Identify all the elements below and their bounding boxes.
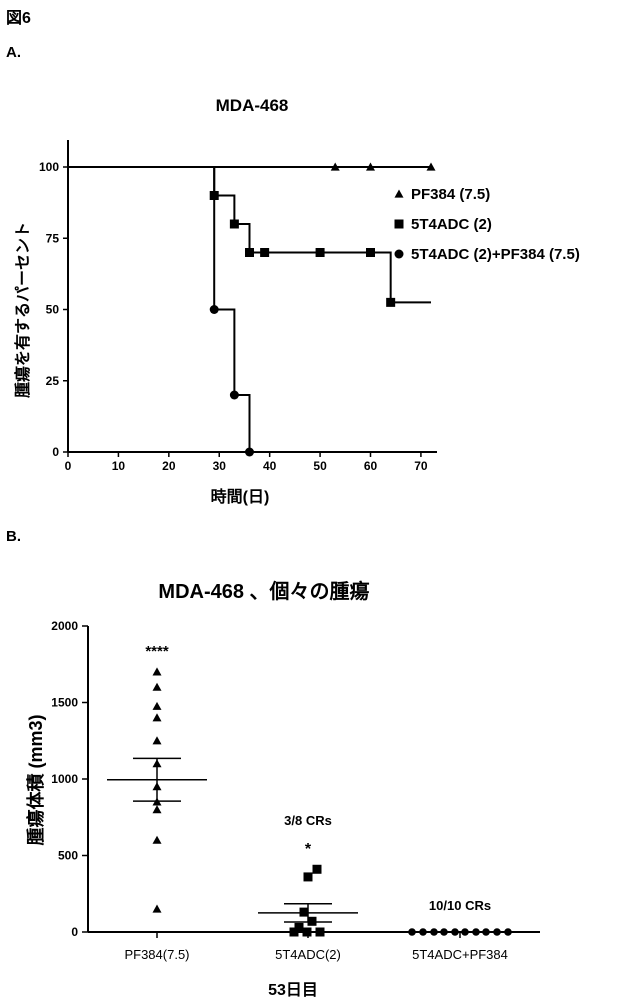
survival-x-tick-label: 10 <box>112 459 126 473</box>
survival-point-circle <box>210 305 219 314</box>
tumor-point-circle <box>440 928 448 936</box>
survival-point-square <box>260 248 269 257</box>
panel-b-label: B. <box>6 528 21 545</box>
tumor-point-square <box>313 865 322 874</box>
tumor-volume-chart-title: MDA-468 、個々の腫瘍 <box>158 579 369 603</box>
tumor-y-tick-label: 1500 <box>51 696 78 710</box>
tumor-volume-x-axis-label: 53日目 <box>268 981 318 999</box>
tumor-point-circle <box>472 928 480 936</box>
tumor-point-circle <box>482 928 490 936</box>
tumor-group-annotation: 10/10 CRs <box>429 898 491 913</box>
survival-y-tick-label: 0 <box>52 445 59 459</box>
survival-point-square <box>316 248 325 257</box>
survival-x-tick-label: 0 <box>65 459 72 473</box>
legend-marker-square <box>395 220 404 229</box>
tumor-point-triangle <box>153 702 162 710</box>
legend-label: 5T4ADC (2)+PF384 (7.5) <box>411 246 580 263</box>
survival-x-tick-label: 60 <box>364 459 378 473</box>
tumor-point-circle <box>430 928 438 936</box>
tumor-point-circle <box>461 928 469 936</box>
tumor-point-triangle <box>153 736 162 744</box>
survival-x-tick-label: 50 <box>313 459 327 473</box>
tumor-group-annotation: 3/8 CRs <box>284 813 332 828</box>
survival-x-tick-label: 70 <box>414 459 428 473</box>
tumor-point-circle <box>451 928 459 936</box>
tumor-x-tick-label: 5T4ADC+PF384 <box>412 947 508 962</box>
survival-y-tick-label: 50 <box>46 303 60 317</box>
survival-series-line-1 <box>68 167 431 302</box>
survival-point-circle <box>230 391 239 400</box>
tumor-point-square <box>304 872 313 881</box>
survival-y-tick-label: 100 <box>39 160 59 174</box>
survival-point-square <box>230 220 239 229</box>
tumor-point-triangle <box>153 713 162 721</box>
tumor-point-square <box>303 928 312 937</box>
survival-chart: MDA-468 0 10 20 30 40 50 60 70 0 25 50 75 100 PF384 … <box>0 0 640 520</box>
survival-x-tick-label: 40 <box>263 459 277 473</box>
survival-y-axis-label: 腫瘍を有するパーセント <box>13 222 32 398</box>
survival-point-circle <box>245 448 254 457</box>
tumor-point-square <box>290 928 299 937</box>
tumor-y-tick-label: 500 <box>58 849 78 863</box>
tumor-significance-mark: * <box>305 841 312 858</box>
legend-marker-triangle <box>395 190 404 198</box>
tumor-y-tick-label: 2000 <box>51 619 78 633</box>
survival-chart-title: MDA-468 <box>216 96 289 115</box>
tumor-volume-chart: MDA-468 、個々の腫瘍 0 500 1000 1500 2000 PF384(7.5… <box>0 560 640 1004</box>
survival-point-square <box>366 248 375 257</box>
survival-x-axis-label: 時間(日) <box>211 487 270 506</box>
legend-marker-circle <box>395 250 404 259</box>
tumor-y-tick-label: 1000 <box>51 772 78 786</box>
survival-y-tick-label: 75 <box>46 231 60 245</box>
survival-point-square <box>386 298 395 307</box>
tumor-point-triangle <box>153 683 162 691</box>
tumor-point-square <box>300 908 309 917</box>
tumor-y-tick-label: 0 <box>71 925 78 939</box>
tumor-point-square <box>316 928 325 937</box>
tumor-point-circle <box>504 928 512 936</box>
tumor-point-triangle <box>153 836 162 844</box>
tumor-point-triangle <box>153 805 162 813</box>
tumor-volume-y-axis-label: 腫瘍体積 (mm3) <box>25 714 46 845</box>
tumor-point-triangle <box>153 905 162 913</box>
tumor-x-tick-label: 5T4ADC(2) <box>275 947 341 962</box>
tumor-point-triangle <box>153 667 162 675</box>
survival-x-tick-label: 30 <box>213 459 227 473</box>
survival-series-line-2 <box>68 167 250 452</box>
survival-x-tick-label: 20 <box>162 459 176 473</box>
tumor-point-circle <box>419 928 427 936</box>
survival-point-square <box>245 248 254 257</box>
tumor-point-square <box>308 917 317 926</box>
tumor-group-annotation: **** <box>145 643 169 660</box>
legend-label: 5T4ADC (2) <box>411 216 492 233</box>
tumor-x-tick-label: PF384(7.5) <box>124 947 189 962</box>
survival-y-tick-label: 25 <box>46 374 60 388</box>
tumor-point-circle <box>408 928 416 936</box>
tumor-point-circle <box>493 928 501 936</box>
legend-label: PF384 (7.5) <box>411 186 490 203</box>
